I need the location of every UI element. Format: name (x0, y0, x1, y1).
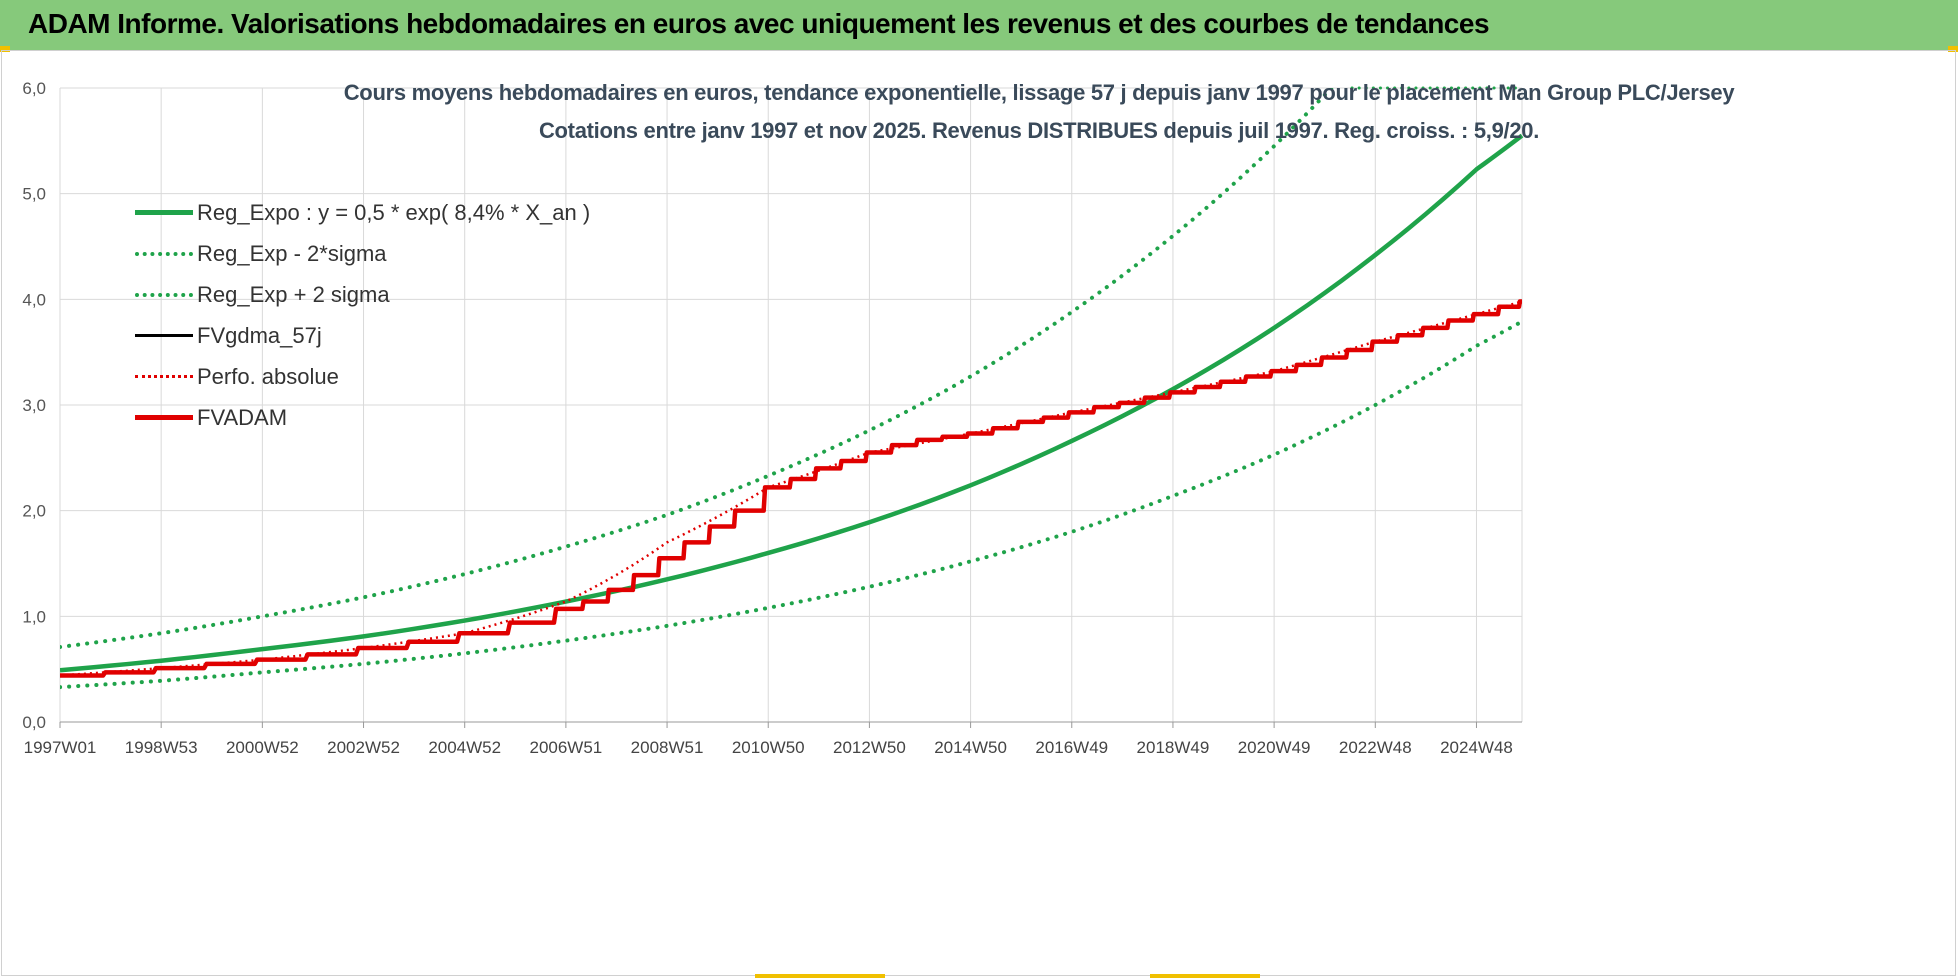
legend-item-fvadam: FVADAM (135, 397, 590, 438)
y-tick-label: 3,0 (22, 396, 46, 415)
legend-label-fvadam: FVADAM (197, 404, 288, 430)
x-tick-label: 2008W51 (631, 738, 704, 757)
x-tick-label: 2022W48 (1339, 738, 1412, 757)
bottom-mark-1 (755, 974, 885, 978)
chart-series (60, 86, 1524, 690)
chart-subtitle: Cotations entre janv 1997 et nov 2025. R… (538, 118, 1540, 143)
series-line-0 (60, 133, 1524, 673)
x-tick-label: 2006W51 (529, 738, 602, 757)
header-bar: ADAM Informe. Valorisations hebdomadaire… (0, 0, 1958, 50)
y-tick-label: 1,0 (22, 607, 46, 626)
legend-label-fvgdma: FVgdma_57j (197, 322, 322, 348)
legend-swatch-fvgdma (135, 334, 193, 337)
corner-mark-left (0, 46, 10, 52)
series-line-2 (60, 88, 1335, 649)
legend-swatch-reg-exp-minus (135, 251, 193, 256)
x-tick-label: 2016W49 (1035, 738, 1108, 757)
x-axis-ticks: 1997W01 1998W53 2000W52 2002W52 2004W52 2006W… (24, 738, 1513, 757)
y-tick-label: 2,0 (22, 502, 46, 521)
legend-swatch-reg-exp-plus (135, 292, 193, 297)
legend-label-reg-exp-minus: Reg_Exp - 2*sigma (197, 240, 387, 266)
chart-title: Cours moyens hebdomadaires en euros, ten… (343, 80, 1735, 105)
page-title: ADAM Informe. Valorisations hebdomadaire… (28, 8, 1490, 39)
x-tick-label: 2018W49 (1137, 738, 1210, 757)
legend-label-perfo: Perfo. absolue (197, 363, 339, 389)
legend-item-reg-exp-plus: Reg_Exp + 2 sigma (135, 274, 590, 315)
x-tick-label: 2020W49 (1238, 738, 1311, 757)
x-tick-label: 2012W50 (833, 738, 906, 757)
series-line-1 (60, 319, 1524, 690)
legend-label-reg-exp-plus: Reg_Exp + 2 sigma (197, 281, 390, 307)
corner-mark-right (1948, 46, 1958, 52)
legend-item-reg-exp-minus: Reg_Exp - 2*sigma (135, 233, 590, 274)
x-tick-label: 2000W52 (226, 738, 299, 757)
x-tick-label: 1998W53 (125, 738, 198, 757)
x-tick-label: 2004W52 (428, 738, 501, 757)
legend-swatch-reg-expo (135, 210, 193, 215)
series-line-5 (60, 299, 1523, 678)
x-tick-label: 2002W52 (327, 738, 400, 757)
y-tick-label: 4,0 (22, 290, 46, 309)
chart-grid (59, 87, 1523, 728)
x-tick-label: 1997W01 (24, 738, 97, 757)
x-tick-label: 2014W50 (934, 738, 1007, 757)
y-tick-label: 0,0 (22, 713, 46, 732)
y-axis-ticks: 0,0 1,0 2,0 3,0 4,0 5,0 6,0 (22, 79, 46, 732)
legend-swatch-perfo (135, 375, 193, 378)
y-tick-label: 5,0 (22, 185, 46, 204)
legend-swatch-fvadam (135, 415, 193, 420)
legend-item-reg-expo: Reg_Expo : y = 0,5 * exp( 8,4% * X_an ) (135, 192, 590, 233)
bottom-mark-2 (1150, 974, 1260, 978)
legend-item-perfo: Perfo. absolue (135, 356, 590, 397)
x-tick-label: 2024W48 (1440, 738, 1513, 757)
chart-legend: Reg_Expo : y = 0,5 * exp( 8,4% * X_an ) … (135, 192, 590, 438)
legend-label-reg-expo: Reg_Expo : y = 0,5 * exp( 8,4% * X_an ) (197, 199, 591, 225)
chart-frame (1, 50, 1956, 976)
y-tick-label: 6,0 (22, 79, 46, 98)
legend-item-fvgdma: FVgdma_57j (135, 315, 590, 356)
x-tick-label: 2010W50 (732, 738, 805, 757)
